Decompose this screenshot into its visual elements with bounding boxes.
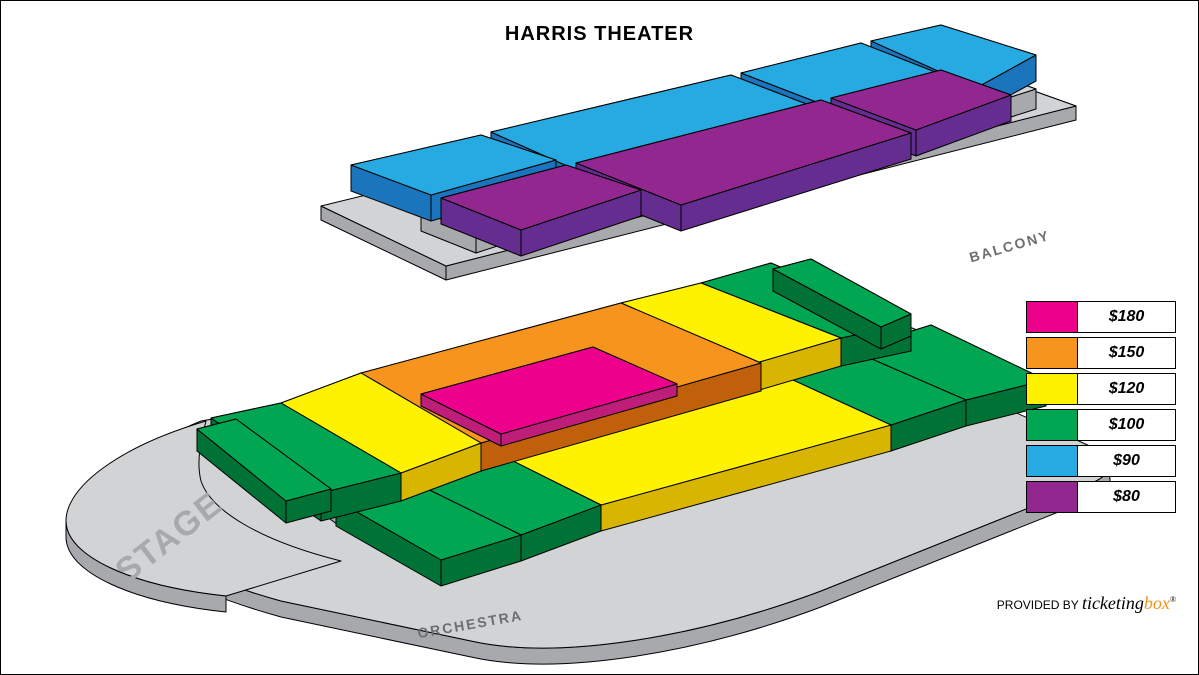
seating-diagram: BALCONYSTAGEORCHESTRA [1, 1, 1199, 675]
legend-swatch [1027, 410, 1077, 440]
legend-row: $150 [1026, 337, 1176, 369]
legend-row: $80 [1026, 481, 1176, 513]
svg-text:BALCONY: BALCONY [967, 227, 1051, 265]
legend-swatch [1027, 374, 1077, 404]
legend-swatch [1027, 482, 1077, 512]
legend-price: $180 [1077, 302, 1175, 332]
legend-swatch [1027, 446, 1077, 476]
legend-swatch [1027, 338, 1077, 368]
attribution: PROVIDED BY ticketingbox® [997, 593, 1176, 614]
legend-row: $100 [1026, 409, 1176, 441]
legend-price: $100 [1077, 410, 1175, 440]
legend-price: $80 [1077, 482, 1175, 512]
legend-row: $180 [1026, 301, 1176, 333]
legend-swatch [1027, 302, 1077, 332]
legend-row: $120 [1026, 373, 1176, 405]
brand-logo: ticketingbox® [1082, 593, 1176, 613]
legend-row: $90 [1026, 445, 1176, 477]
legend-price: $150 [1077, 338, 1175, 368]
legend-price: $120 [1077, 374, 1175, 404]
legend-price: $90 [1077, 446, 1175, 476]
price-legend: $180 $150 $120 $100 $90 $80 [1026, 301, 1176, 517]
credit-prefix: PROVIDED BY [997, 598, 1079, 612]
seating-chart-frame: HARRIS THEATER BALCONYSTAGEORCHESTRA $18… [0, 0, 1199, 675]
